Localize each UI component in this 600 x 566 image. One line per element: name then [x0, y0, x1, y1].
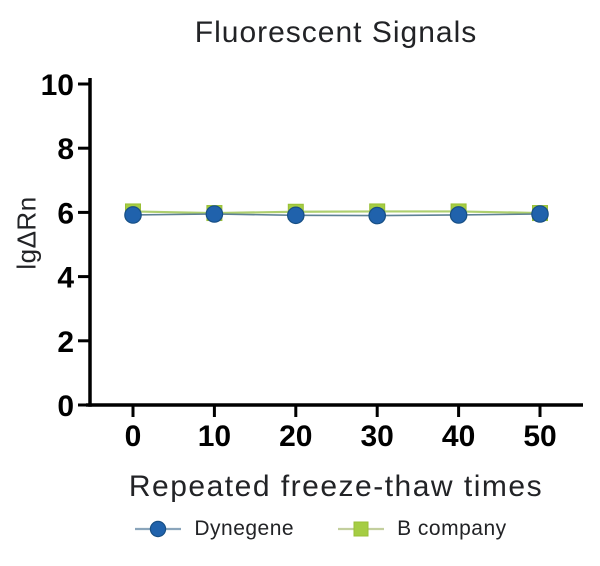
x-tick-label: 50	[523, 420, 556, 453]
legend: Dynegene B company	[40, 517, 600, 541]
chart-title: Fluorescent Signals	[194, 16, 478, 49]
y-tick-label: 6	[57, 197, 74, 230]
y-axis-title: lgΔRn	[11, 196, 42, 270]
series-layer	[124, 203, 549, 225]
y-tick-label: 0	[57, 390, 74, 423]
data-point-circle	[368, 206, 386, 225]
y-tick-label: 8	[57, 133, 74, 166]
data-point-circle	[286, 206, 305, 225]
series-line	[132, 213, 541, 217]
x-tick-label: 40	[442, 420, 475, 453]
x-axis-title: Repeated freeze-thaw times	[128, 470, 544, 503]
x-tick-label: 30	[361, 420, 394, 453]
y-tick-label: 10	[41, 69, 74, 102]
data-point-circle	[531, 205, 549, 223]
legend-item-b-company: B company	[336, 517, 507, 541]
series-line	[132, 210, 541, 215]
legend-label-dynegene: Dynegene	[194, 517, 295, 540]
data-point-circle	[205, 205, 224, 223]
legend-label-b-company: B company	[397, 517, 507, 540]
x-tick-label: 0	[125, 420, 142, 453]
x-tick-label: 10	[198, 420, 231, 453]
y-tick-label: 4	[57, 262, 74, 295]
data-point-circle	[449, 206, 468, 224]
x-tick-label: 20	[279, 420, 312, 453]
data-point-circle	[124, 206, 142, 224]
legend-item-dynegene: Dynegene	[133, 517, 294, 541]
y-tick-label: 2	[57, 326, 74, 359]
b-company-square-marker-icon	[338, 521, 385, 537]
dynegene-circle-marker-icon	[135, 520, 182, 538]
axes: 0 2 4 6 8 10 0 10 20 30 40 50	[41, 69, 583, 453]
